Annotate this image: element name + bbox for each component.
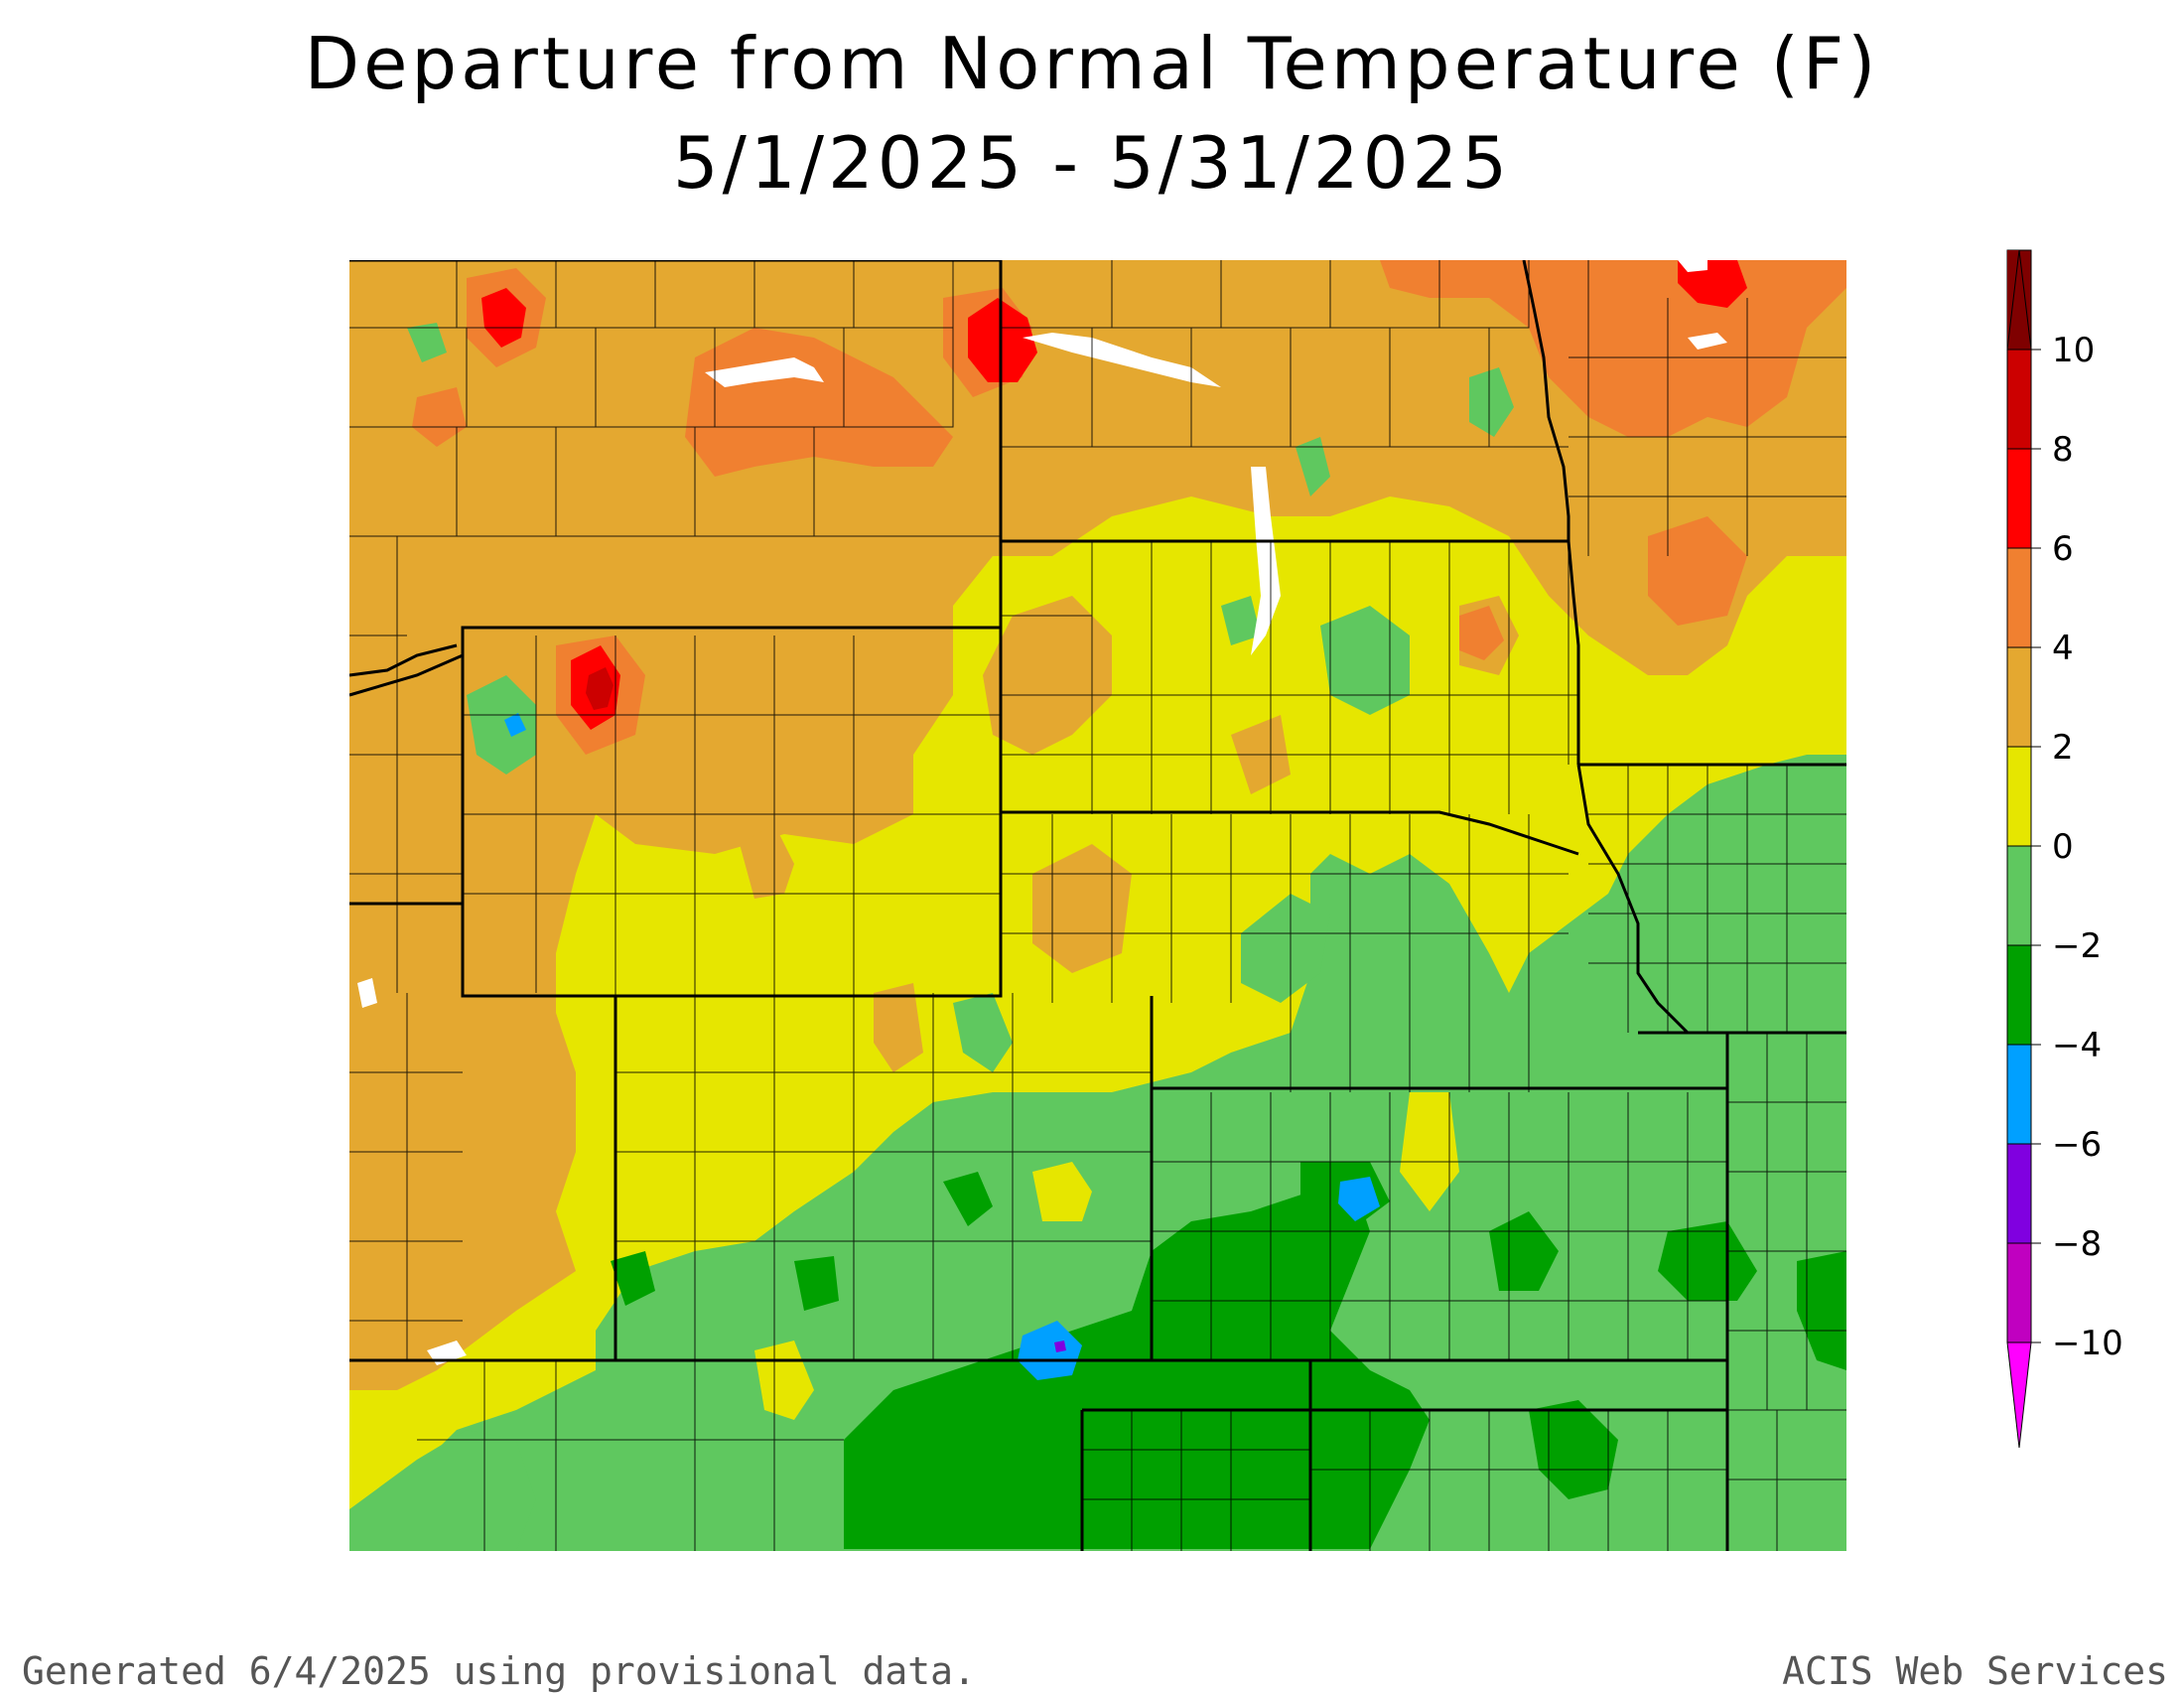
zone-6to8-mn — [1678, 260, 1747, 308]
state-boundaries — [349, 260, 1846, 1551]
zone-m8tom6-co — [1054, 1340, 1066, 1352]
zone-m4tom2-ne-2 — [943, 1172, 993, 1226]
mt-border — [349, 260, 1003, 697]
zone-0to2-hole-3 — [1400, 1092, 1459, 1211]
legend-bin-m6tom4 — [2006, 1044, 2032, 1145]
legend-bin-m4tom2 — [2006, 944, 2032, 1046]
zone-m6tom4-wy — [504, 713, 526, 737]
legend-bin-2to4 — [2006, 646, 2032, 748]
zone-m4tom2-mo — [1797, 1251, 1846, 1370]
zone-2to4-sd — [1032, 844, 1132, 973]
zone-m2to0-ne-west — [953, 993, 1013, 1072]
source-credit: ACIS Web Services — [1782, 1649, 2168, 1693]
zone-m4tom2-ks-se — [1529, 1400, 1618, 1499]
zone-6to8-mt — [481, 288, 526, 348]
legend-bin-8to10 — [2006, 349, 2032, 450]
generated-note: Generated 6/4/2025 using provisional dat… — [22, 1649, 976, 1693]
legend-bin-m10tom8 — [2006, 1242, 2032, 1343]
legend-colorbar — [2006, 249, 2041, 1449]
legend-bin-0to2 — [2006, 746, 2032, 847]
legend-tick-label: 8 — [2052, 430, 2074, 470]
zone-2to4-center — [983, 596, 1112, 755]
legend-tick-label: 0 — [2052, 827, 2074, 867]
zone-m2to0-sd-small — [1296, 437, 1330, 496]
ok-panhandle — [1080, 1408, 1310, 1551]
zone-m4tom2-co-north — [794, 1256, 839, 1311]
zone-4to6-sd — [1459, 606, 1504, 660]
water-bodies — [357, 260, 1727, 1365]
zone-2to4-wy-spot — [740, 824, 794, 899]
mn-west-red-river — [1522, 260, 1580, 765]
zone-4to6-mn — [1648, 516, 1747, 626]
zone-m4tom2-ia — [1658, 1221, 1757, 1301]
zone-m2to0-wy-west — [467, 675, 536, 775]
legend-bin-4to6 — [2006, 547, 2032, 648]
legend-tick-label: −2 — [2052, 926, 2103, 966]
id-mt-border — [349, 643, 458, 677]
zone-m4tom2-wy — [611, 1251, 655, 1306]
zone-8to10-wy — [586, 667, 614, 710]
zone-0to2-hole-1 — [1032, 1162, 1092, 1221]
legend-tick-label: −4 — [2052, 1026, 2103, 1065]
zone-m2to0-sd-spot — [1320, 606, 1410, 715]
zone-6to8-nd — [968, 298, 1037, 382]
zone-m2to0-nd-spot — [1469, 367, 1514, 437]
legend-tick-label: −10 — [2052, 1324, 2123, 1363]
legend-bin-m8tom6 — [2006, 1143, 2032, 1244]
sd-ne-border — [1001, 810, 1579, 856]
missouri-river-ne-ia — [1576, 764, 1690, 1035]
zone-2to4-co — [874, 983, 923, 1072]
legend-tick-label: −6 — [2052, 1125, 2103, 1165]
legend-tick-label: 2 — [2052, 728, 2074, 768]
zone-m6tom4-ks — [1338, 1177, 1380, 1221]
legend-tick-label: 4 — [2052, 629, 2074, 668]
anomaly-field — [349, 260, 1846, 1551]
zone-4to6-mt-west — [412, 387, 467, 447]
zone-m2to0-mt-small — [407, 323, 447, 362]
legend-bin-6to8 — [2006, 448, 2032, 549]
zone-m2to0-wy-east — [1241, 894, 1330, 1003]
legend-tick-label: 10 — [2052, 331, 2096, 370]
zone-m2to0-co-west — [349, 1430, 536, 1551]
zone-m2to0-sd-river — [1221, 596, 1261, 645]
legend-cap-bottom — [2006, 1341, 2032, 1449]
map-title: Departure from Normal Temperature (F) — [304, 22, 1880, 105]
legend-bin-m2to0 — [2006, 845, 2032, 946]
legend-tick-label: −8 — [2052, 1224, 2103, 1264]
zone-m6tom4-co — [1018, 1321, 1082, 1380]
map-date-range: 5/1/2025 - 5/31/2025 — [672, 121, 1512, 205]
zone-2to4-west-lobe — [349, 1033, 437, 1390]
zone-2to4-north — [349, 260, 1846, 1390]
legend-tick-label: 6 — [2052, 529, 2074, 569]
